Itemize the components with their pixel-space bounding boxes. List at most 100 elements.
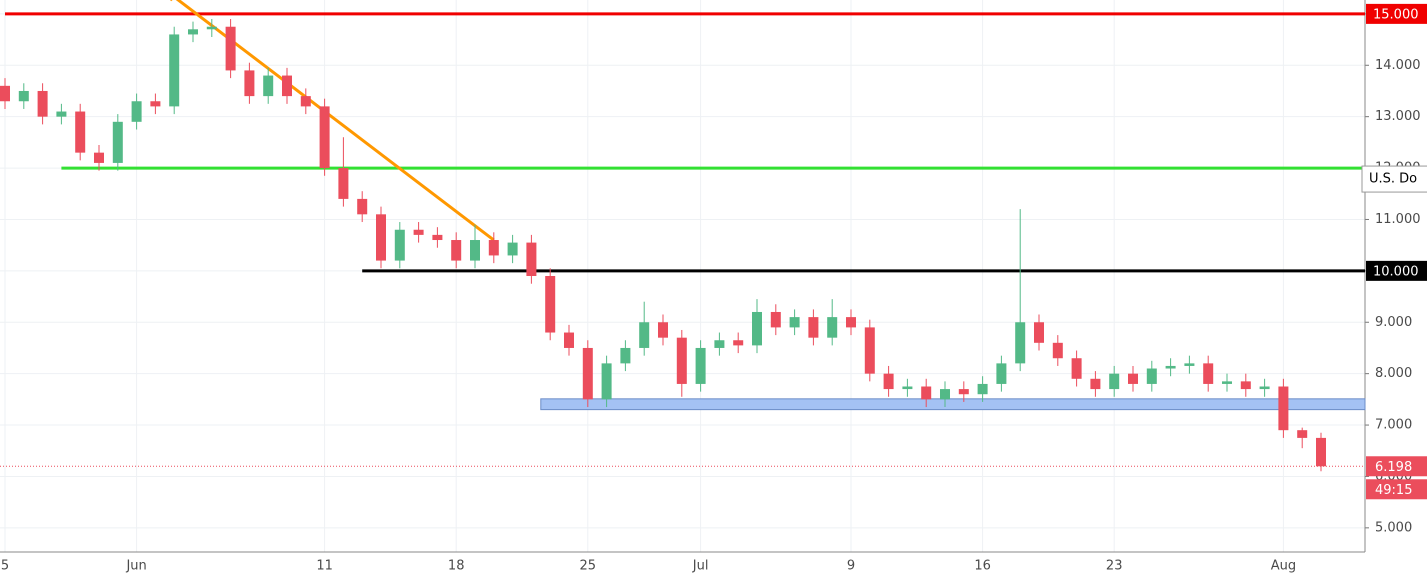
candle-body (18, 90, 29, 102)
candle-body (75, 111, 86, 153)
candle-body (282, 75, 292, 97)
candle-body (357, 198, 368, 215)
candle-body (432, 234, 443, 241)
candle-body (169, 34, 180, 107)
level-label: 10.000 (1373, 264, 1419, 279)
candle-body (1109, 373, 1120, 390)
candle-body (582, 347, 593, 400)
support-zone (540, 398, 1366, 411)
y-tick-label: 8.000 (1375, 366, 1412, 381)
candle-body (545, 276, 556, 333)
candle-body (921, 386, 932, 400)
countdown-box (1366, 479, 1427, 500)
last-price-box (1366, 456, 1427, 477)
x-tick-label: 11 (316, 559, 333, 574)
candle-body (1184, 363, 1195, 366)
x-tick-label: Aug (1271, 559, 1296, 574)
candle-body (789, 317, 800, 328)
candle-body (996, 363, 1007, 384)
candle-body (507, 242, 518, 256)
candle-body (488, 240, 499, 256)
y-tick-label: 14.000 (1375, 58, 1421, 73)
candle-body (300, 96, 311, 107)
candle-body (902, 386, 913, 390)
candle-body (827, 317, 838, 338)
candle-body (244, 70, 255, 97)
candle-body (864, 327, 875, 374)
candle-body (338, 168, 349, 199)
candle-body (188, 29, 198, 35)
x-tick-label: 9 (847, 559, 855, 574)
candle-body (846, 317, 856, 328)
series-name-box (1361, 165, 1427, 193)
trendline (175, 0, 495, 242)
candle-body (150, 101, 161, 107)
level-label-box (1366, 260, 1427, 281)
candle-body (112, 121, 123, 163)
candle-body (394, 229, 405, 261)
candle-body (752, 311, 762, 346)
y-tick-label: 9.000 (1375, 315, 1412, 330)
candle-body (1297, 430, 1308, 438)
candle-body (770, 311, 781, 328)
candle-body (206, 26, 217, 30)
candle-body (1259, 386, 1270, 390)
candle-body (131, 101, 142, 122)
candle-body (1222, 381, 1232, 384)
candle-body (319, 106, 330, 169)
x-tick-label: 5 (1, 559, 9, 574)
candle-body (1071, 358, 1082, 379)
countdown-label: 49:15 (1375, 483, 1412, 498)
candle-body (639, 322, 650, 348)
y-tick-label: 5.000 (1375, 520, 1412, 535)
candle-body (94, 152, 104, 163)
series-name: U.S. Do (1369, 172, 1417, 187)
candle-body (526, 242, 537, 276)
candle-body (620, 347, 631, 364)
candle-body (940, 389, 950, 400)
candle-body (37, 90, 48, 117)
candle-body (883, 373, 894, 390)
candle-body (695, 347, 706, 384)
x-tick-label: 23 (1106, 559, 1123, 574)
candle-body (564, 332, 574, 348)
y-tick-label: 11.000 (1375, 212, 1421, 227)
candle-body (1278, 386, 1289, 431)
candle-body (1090, 378, 1101, 390)
candle-body (714, 340, 725, 348)
candle-body (958, 389, 969, 395)
candle-body (1128, 373, 1138, 384)
candle-body (56, 111, 67, 117)
candle-body (413, 229, 424, 235)
candle-body (1034, 322, 1044, 343)
candle-body (1240, 381, 1251, 390)
candle-body (263, 75, 274, 97)
candle-body (1146, 368, 1157, 384)
candle-body (451, 240, 462, 261)
x-tick-label: Jul (692, 559, 709, 574)
candle-body (1165, 365, 1176, 369)
candle-body (470, 240, 480, 261)
x-tick-label: 16 (974, 559, 991, 574)
candle-body (376, 214, 386, 261)
x-tick-label: 25 (580, 559, 597, 574)
last-price-label: 6.198 (1375, 460, 1412, 475)
candle-body (225, 26, 236, 71)
candle-body (676, 337, 687, 384)
y-tick-label: 13.000 (1375, 109, 1421, 124)
candle-body (808, 317, 819, 338)
candle-body (601, 363, 612, 400)
level-label-box (1366, 3, 1427, 24)
candle-body (1052, 342, 1063, 359)
candle-body (1316, 437, 1326, 467)
candle-body (977, 383, 988, 395)
candle-body (733, 340, 744, 346)
level-label: 15.000 (1373, 7, 1419, 22)
y-tick-label: 7.000 (1375, 418, 1412, 433)
candle-body (0, 85, 10, 102)
candle-body (658, 322, 668, 338)
x-tick-label: Jun (125, 559, 146, 574)
candle-body (1015, 322, 1026, 364)
x-tick-label: 18 (448, 559, 465, 574)
